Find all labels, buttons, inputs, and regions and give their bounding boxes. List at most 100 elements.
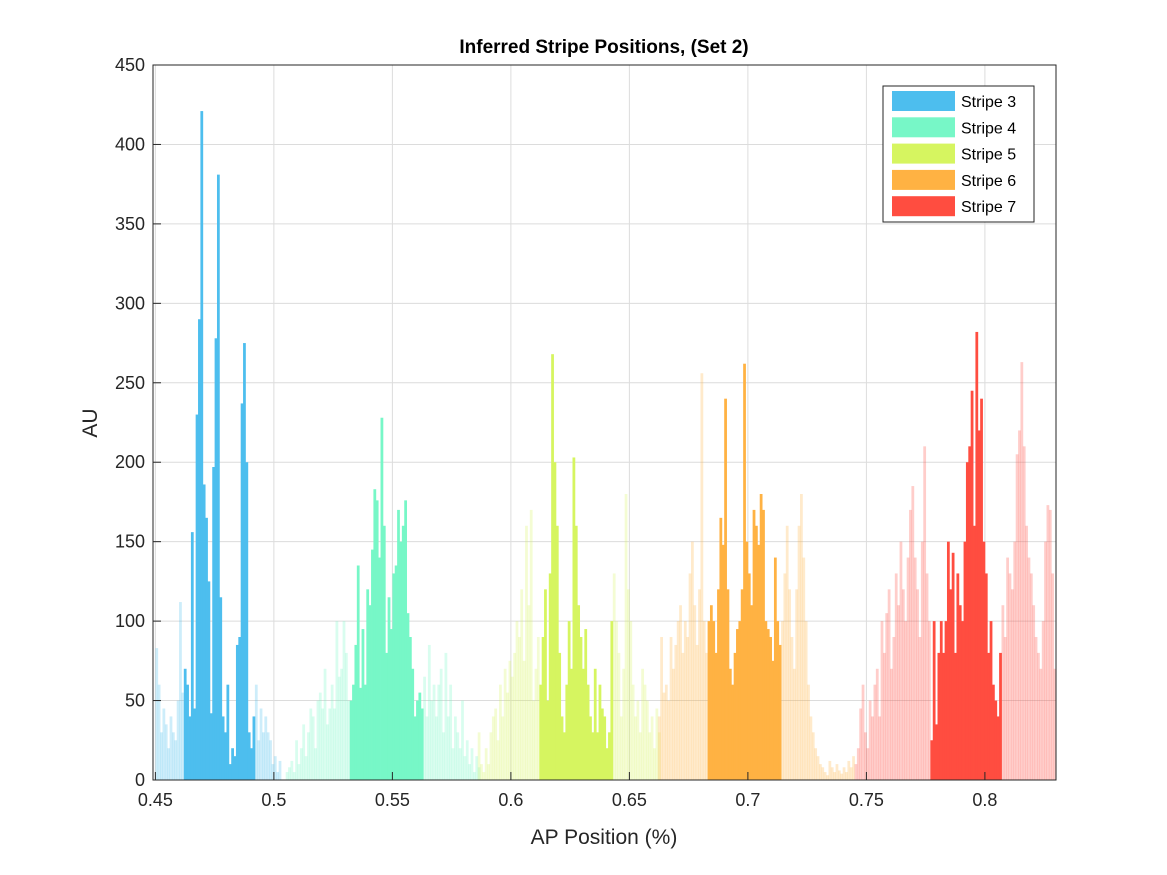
- histogram-bar: [830, 767, 834, 780]
- histogram-bar: [472, 772, 476, 780]
- histogram-bar: [856, 748, 860, 780]
- histogram-bar: [911, 486, 915, 780]
- histogram-bar: [648, 732, 652, 780]
- histogram-bar: [198, 319, 201, 780]
- x-axis-ticks: 0.45 0.5 0.55 0.6 0.65 0.7 0.75 0.8: [138, 772, 997, 810]
- histogram-bar: [901, 589, 905, 780]
- legend-label: Stripe 5: [961, 147, 1016, 164]
- histogram-bar: [814, 748, 818, 780]
- y-tick-label: 350: [115, 214, 145, 234]
- histogram-bar: [534, 668, 538, 780]
- histogram-bar: [292, 772, 296, 780]
- histogram-bar: [821, 767, 825, 780]
- histogram-bar: [766, 629, 770, 780]
- histogram-bar: [461, 700, 464, 780]
- histogram-bar: [804, 621, 808, 780]
- histogram-bar: [276, 772, 280, 780]
- histogram-bar: [468, 764, 471, 780]
- histogram-bar: [567, 621, 571, 780]
- histogram-bar: [359, 687, 362, 780]
- histogram-bar: [989, 621, 993, 780]
- histogram-bar: [624, 494, 628, 780]
- histogram-bar: [340, 668, 344, 780]
- histogram-bar: [691, 541, 694, 780]
- histogram-bar: [1006, 557, 1009, 780]
- histogram-bar: [975, 331, 979, 780]
- histogram-bar: [909, 509, 912, 780]
- histogram-bar: [155, 648, 159, 780]
- histogram-bar: [162, 708, 166, 780]
- histogram-bar: [747, 573, 751, 780]
- histogram-bar: [437, 684, 441, 780]
- x-tick-label: 0.75: [849, 790, 884, 810]
- histogram-bar: [418, 692, 422, 780]
- histogram-bar: [465, 740, 469, 780]
- histogram-bar: [733, 652, 737, 780]
- histogram-bar: [1027, 557, 1031, 780]
- histogram-bar: [1015, 454, 1019, 780]
- histogram-bar: [449, 684, 453, 780]
- series-7-bars: [854, 331, 1057, 780]
- histogram-bar: [932, 621, 936, 780]
- histogram-bar: [752, 509, 756, 780]
- histogram-bar: [295, 740, 298, 780]
- histogram-bar: [290, 760, 294, 780]
- histogram-bar: [920, 541, 924, 780]
- histogram-bar: [344, 652, 348, 780]
- histogram-bar: [484, 748, 488, 780]
- histogram-bar: [288, 767, 291, 780]
- histogram-bar: [299, 748, 303, 780]
- histogram-bar: [669, 637, 673, 780]
- legend-swatch: [892, 169, 955, 190]
- histogram-bar: [416, 700, 419, 780]
- histogram-bar: [297, 764, 301, 780]
- histogram-bar: [792, 668, 796, 780]
- histogram-bar: [790, 637, 794, 780]
- histogram-bar: [755, 525, 758, 780]
- histogram-bar: [169, 716, 173, 780]
- histogram-bar: [913, 557, 917, 780]
- histogram-bar: [304, 756, 308, 780]
- histogram-bar: [501, 716, 505, 780]
- histogram-bar: [785, 525, 789, 780]
- histogram-bar: [880, 621, 884, 780]
- histogram-bar: [371, 549, 374, 780]
- histogram-bar: [508, 660, 512, 780]
- histogram-bar: [721, 544, 725, 780]
- histogram-bar: [657, 732, 661, 780]
- histogram-bar: [802, 557, 806, 780]
- histogram-bar: [238, 637, 242, 780]
- histogram-bar: [662, 692, 666, 780]
- histogram-bar: [719, 517, 723, 780]
- histogram-bar: [563, 732, 566, 780]
- histogram-bar: [446, 716, 450, 780]
- histogram-bar: [676, 621, 680, 780]
- histogram-bar: [740, 589, 744, 780]
- histogram-bar: [539, 684, 543, 780]
- histogram-bar: [681, 652, 685, 780]
- series-3-bars: [155, 111, 282, 780]
- histogram-bar: [439, 668, 443, 780]
- histogram-bar: [363, 684, 367, 780]
- histogram-bar: [622, 668, 626, 780]
- histogram-bar: [759, 494, 763, 780]
- histogram-bar: [657, 716, 661, 780]
- histogram-bar: [565, 684, 569, 780]
- histogram-bar: [859, 708, 863, 780]
- histogram-bar: [795, 589, 799, 780]
- histogram-bar: [579, 637, 583, 780]
- histogram-bar: [845, 772, 848, 780]
- histogram-bar: [887, 589, 891, 780]
- histogram-bar: [645, 700, 649, 780]
- histogram-bar: [811, 732, 815, 780]
- histogram-bar: [477, 767, 481, 780]
- histogram-bar: [984, 573, 988, 780]
- histogram-bar: [352, 684, 355, 780]
- histogram-bar: [382, 525, 386, 780]
- histogram-bar: [608, 732, 611, 780]
- histogram-bar: [776, 621, 780, 780]
- histogram-bar: [996, 716, 1000, 780]
- histogram-bar: [401, 525, 405, 780]
- histogram-bar: [892, 637, 896, 780]
- histogram-bar: [219, 597, 223, 780]
